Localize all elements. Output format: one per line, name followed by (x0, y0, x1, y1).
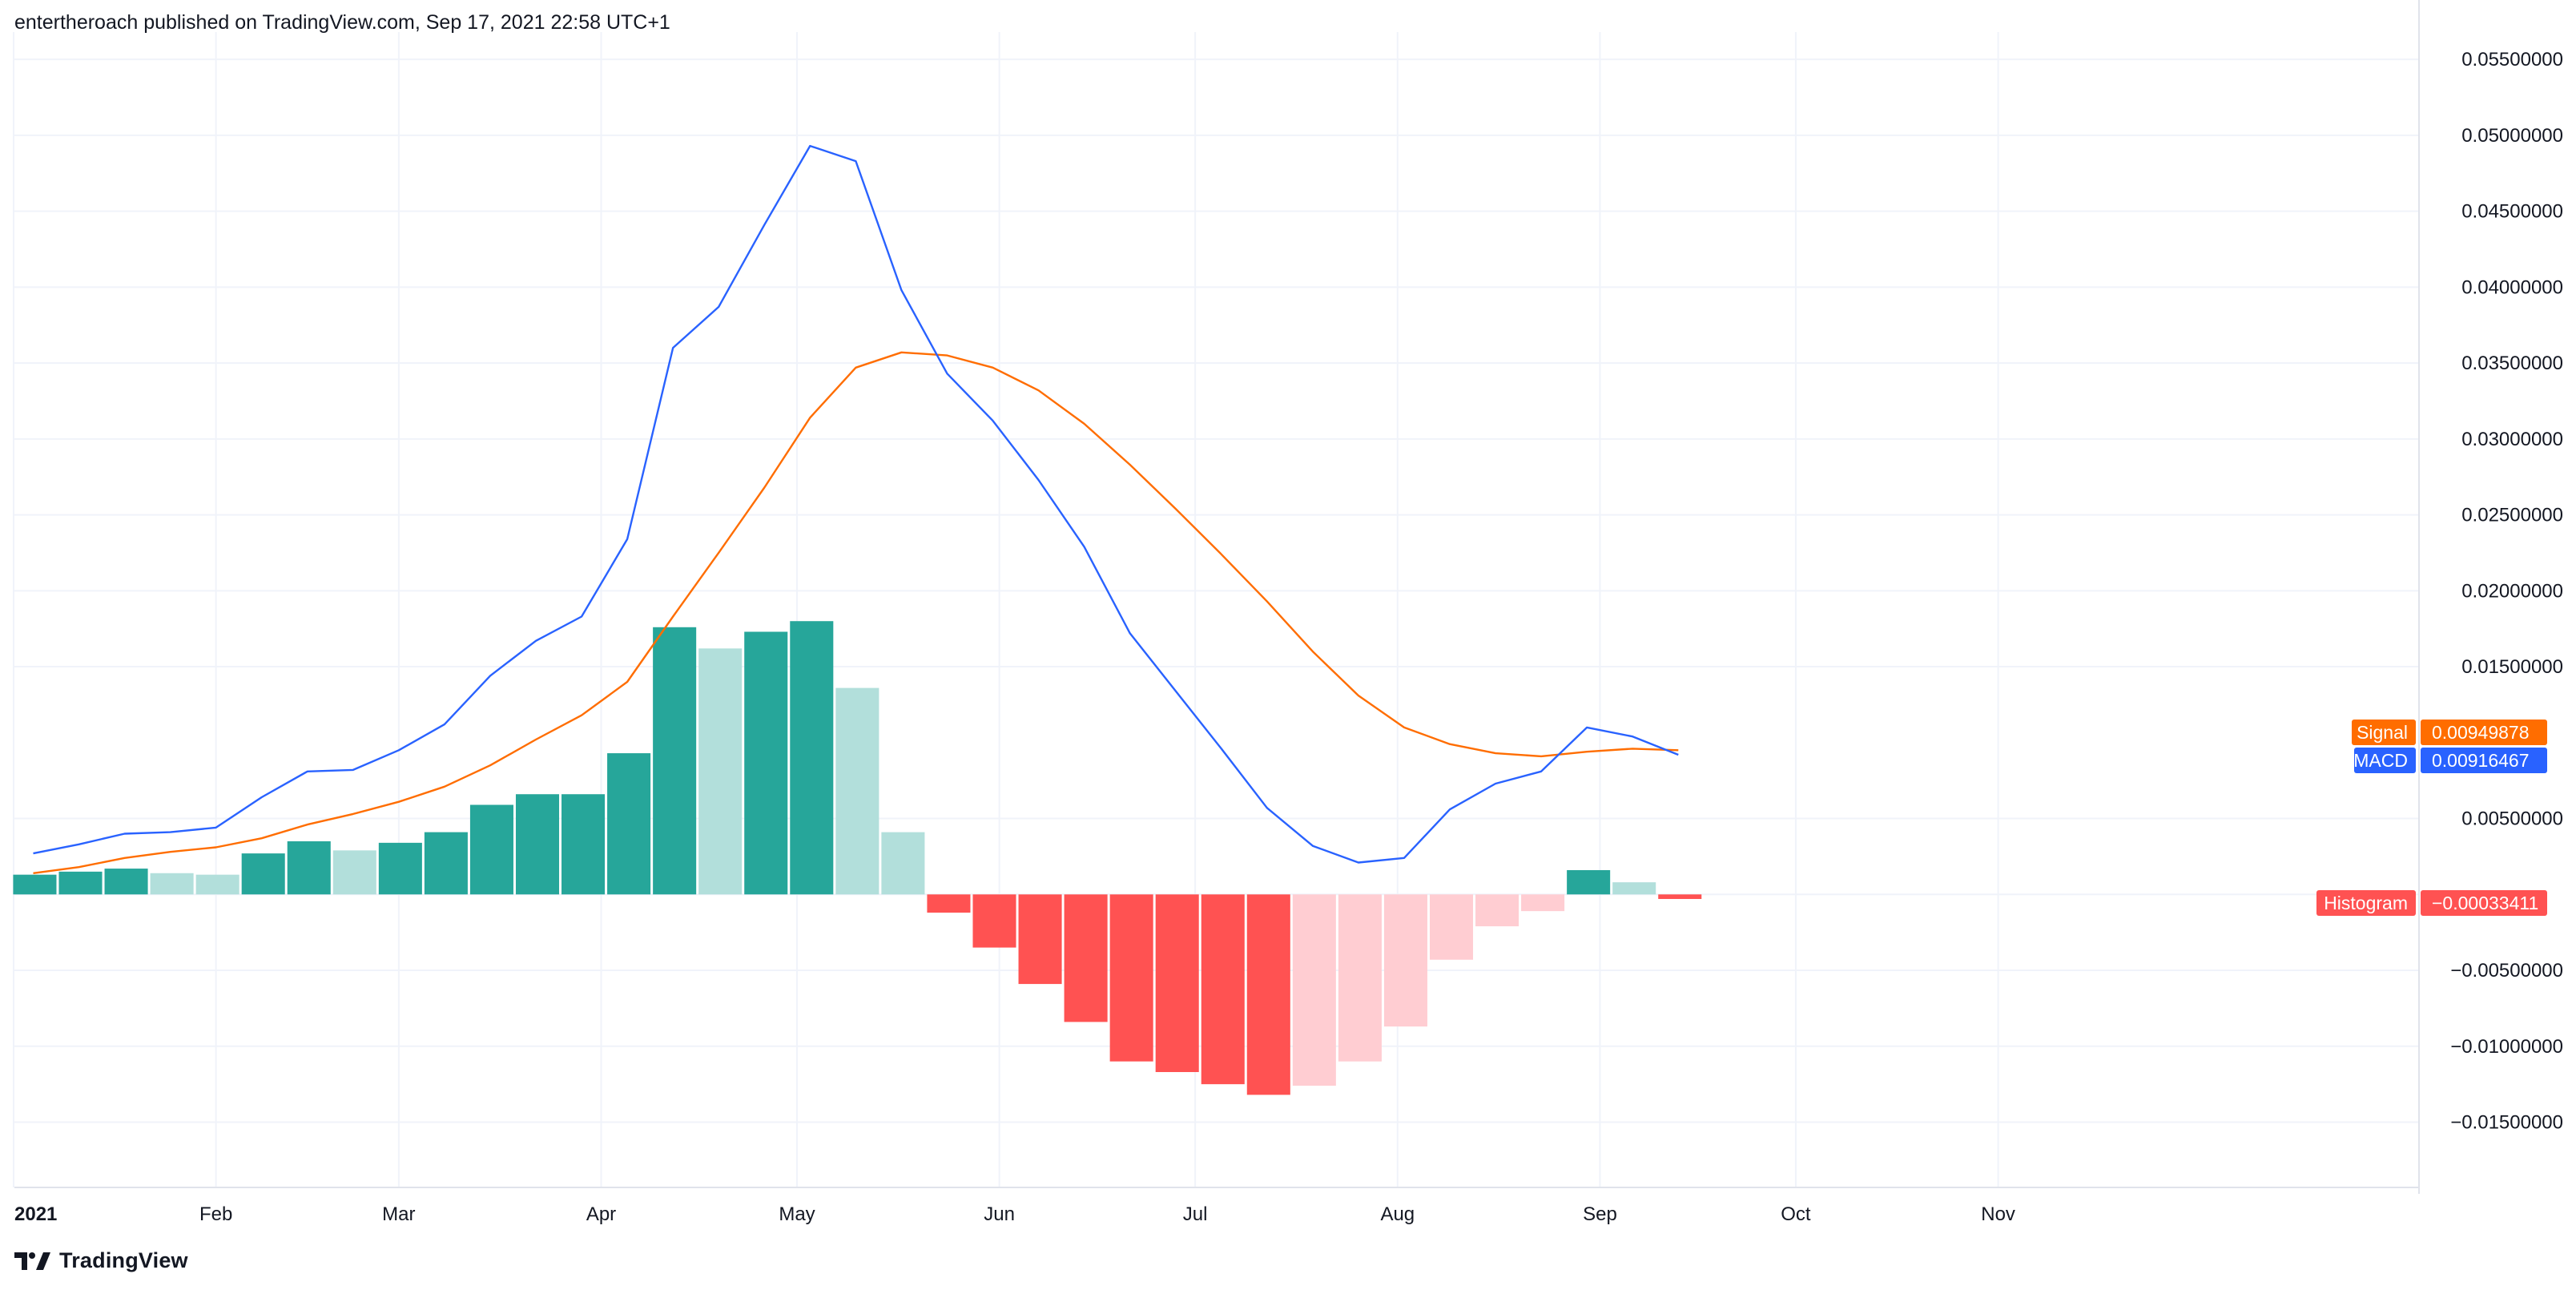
histogram-bar (1109, 894, 1153, 1062)
x-tick-label: Jun (984, 1203, 1015, 1225)
histogram-bar (1475, 894, 1519, 927)
badge-label: MACD (2353, 750, 2408, 771)
y-tick-label: −0.01000000 (2450, 1036, 2563, 1058)
histogram-bar (287, 841, 331, 895)
x-tick-label: Oct (1781, 1203, 1811, 1225)
x-tick-label: Feb (199, 1203, 232, 1225)
badge-value: 0.00949878 (2432, 722, 2530, 743)
histogram-bar (1429, 894, 1474, 960)
histogram-bar (1246, 894, 1290, 1095)
badge-label: Signal (2357, 722, 2408, 743)
histogram-bars (13, 621, 1702, 1095)
histogram-bar (790, 621, 834, 895)
x-tick-label: Jul (1183, 1203, 1208, 1225)
histogram-bar (424, 832, 468, 895)
histogram-bar (378, 842, 422, 895)
histogram-bar (1338, 894, 1382, 1062)
histogram-bar (13, 874, 57, 895)
x-tick-label: 2021 (14, 1203, 57, 1225)
histogram-bar (332, 850, 376, 895)
badge-value: −0.00033411 (2432, 893, 2538, 913)
x-tick-label: Sep (1583, 1203, 1617, 1225)
y-tick-label: 0.02500000 (2461, 505, 2563, 526)
y-tick-label: −0.00500000 (2450, 960, 2563, 982)
price-axis[interactable]: 0.05500000 0.05000000 0.04500000 0.04000000… (2418, 0, 2563, 1194)
y-tick-label: 0.01500000 (2461, 656, 2563, 678)
histogram-bar (58, 871, 103, 895)
badge-value-box (2421, 748, 2547, 773)
y-tick-label: 0.03500000 (2461, 353, 2563, 374)
histogram-bar (1383, 894, 1427, 1027)
badge-value-box (2421, 890, 2547, 916)
signal-line (33, 351, 1679, 874)
macd-line (33, 144, 1679, 864)
histogram-bar (1658, 894, 1702, 899)
time-axis[interactable]: 2021 Feb Mar Apr May Jun Jul Aug Sep Oct Nov (14, 1187, 2419, 1225)
histogram-bar (972, 894, 1016, 948)
histogram-bar (607, 753, 651, 895)
badge-label-box (2354, 748, 2416, 773)
badge-label: Histogram (2324, 893, 2408, 913)
x-tick-label: Nov (1981, 1203, 2015, 1225)
y-tick-label: 0.02000000 (2461, 580, 2563, 602)
badge-label-box (2316, 890, 2416, 916)
histogram-bar (515, 794, 560, 895)
histogram-bar (1064, 894, 1108, 1022)
indicator-lines (33, 144, 1679, 874)
tradingview-logo-icon (14, 1252, 50, 1270)
histogram-bar (744, 631, 788, 895)
publisher-header: entertheroach published on TradingView.c… (14, 11, 670, 34)
histogram-bar (1292, 894, 1336, 1086)
y-tick-label: 0.05500000 (2461, 49, 2563, 71)
histogram-bar (195, 874, 239, 895)
y-tick-label: 0.05000000 (2461, 125, 2563, 147)
histogram-bar (150, 873, 194, 895)
y-tick-label: 0.00500000 (2461, 808, 2563, 830)
histogram-bar (1521, 894, 1565, 912)
histogram-bar (241, 853, 285, 895)
badge-label-box (2352, 720, 2416, 745)
histogram-bar (1018, 894, 1062, 985)
tradingview-logo[interactable]: TradingView (14, 1248, 188, 1273)
histogram-bar (561, 794, 606, 895)
histogram-bar (1612, 882, 1656, 895)
logo-text: TradingView (59, 1248, 188, 1272)
histogram-bar (835, 687, 879, 895)
histogram-bar (698, 648, 743, 895)
y-tick-label: −0.01500000 (2450, 1112, 2563, 1134)
histogram-bar (1567, 869, 1611, 895)
histogram-bar (104, 869, 148, 895)
axis-badges: Signal 0.00949878 MACD 0.00916467 Histogram −… (2316, 720, 2547, 916)
x-tick-label: Apr (586, 1203, 616, 1225)
histogram-bar (881, 832, 925, 895)
y-tick-label: 0.04500000 (2461, 201, 2563, 223)
histogram-bar (1201, 894, 1245, 1085)
y-tick-label: 0.03000000 (2461, 429, 2563, 450)
y-tick-label: 0.04000000 (2461, 276, 2563, 298)
histogram-bar (927, 894, 971, 913)
badge-value: 0.00916467 (2432, 750, 2530, 771)
x-tick-label: May (779, 1203, 815, 1225)
x-tick-label: Aug (1380, 1203, 1415, 1225)
histogram-bar (1155, 894, 1199, 1072)
histogram-bar (653, 627, 697, 895)
x-tick-label: Mar (382, 1203, 415, 1225)
histogram-bar (469, 804, 513, 895)
badge-value-box (2421, 720, 2547, 745)
